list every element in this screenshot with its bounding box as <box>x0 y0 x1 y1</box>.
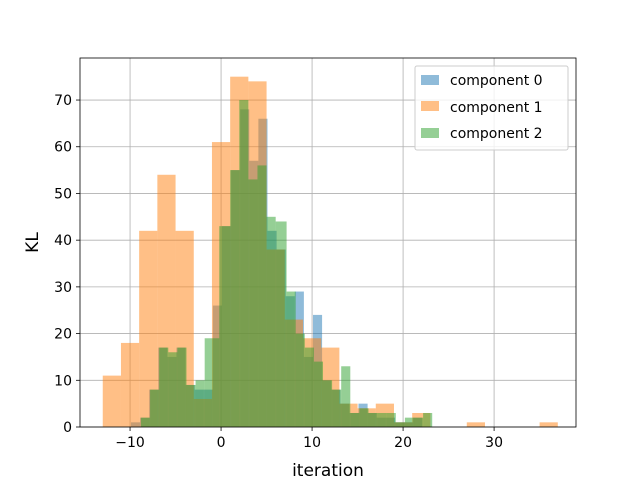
axis-ticks: −10 0 10 20 30 0 10 20 30 40 50 60 70 <box>54 93 503 451</box>
histogram-bar <box>177 347 187 427</box>
histogram-bar <box>204 338 220 427</box>
histogram-bar <box>275 221 287 427</box>
series-component-2 <box>140 100 433 428</box>
y-tick-label: 20 <box>54 327 72 343</box>
histogram-bar <box>295 333 305 427</box>
y-tick-label: 40 <box>54 233 72 249</box>
histogram-bar <box>139 230 158 427</box>
x-tick-label: 30 <box>485 435 503 451</box>
legend-box <box>414 65 569 151</box>
histogram-bar <box>377 412 387 427</box>
histogram-bar <box>248 179 258 427</box>
y-tick-label: 70 <box>54 93 72 109</box>
histogram-bar <box>150 389 160 427</box>
x-axis-label: iteration <box>292 461 364 480</box>
y-tick-label: 60 <box>54 140 72 156</box>
histogram-bar <box>186 384 196 427</box>
legend-entry-component-2: component 2 <box>450 126 543 142</box>
legend-swatch-component-0 <box>421 75 439 85</box>
histogram-bar <box>368 412 378 427</box>
histogram-bar <box>359 408 369 427</box>
histogram-bar <box>539 422 558 427</box>
plot-area-frame <box>79 57 577 428</box>
histogram-bar <box>332 389 342 427</box>
histogram-bar <box>257 165 267 428</box>
legend-entry-component-1: component 1 <box>450 100 543 116</box>
histogram-bar <box>423 412 433 427</box>
histogram-bar <box>350 412 360 427</box>
legend: component 0 component 1 component 2 <box>414 65 569 151</box>
histogram-bar <box>140 417 151 427</box>
y-tick-label: 50 <box>54 186 72 202</box>
y-tick-label: 10 <box>54 373 72 389</box>
legend-swatch-component-2 <box>421 128 439 138</box>
histogram-bar <box>159 347 169 427</box>
histogram-bar <box>120 342 140 427</box>
legend-swatch-component-1 <box>421 101 439 111</box>
histogram-bar <box>341 366 351 427</box>
x-tick-label: −10 <box>115 435 145 451</box>
histogram-bar <box>195 380 205 427</box>
histogram-bar <box>386 412 396 427</box>
histogram-bars <box>102 76 558 428</box>
x-tick-label: 20 <box>394 435 412 451</box>
histogram-bar <box>286 291 296 427</box>
x-tick-label: 10 <box>303 435 321 451</box>
histogram-bar <box>219 226 231 427</box>
histogram-bar <box>414 417 424 427</box>
y-axis-label: KL <box>23 232 43 253</box>
x-tick-label: 0 <box>217 435 226 451</box>
legend-entry-component-0: component 0 <box>450 73 543 89</box>
histogram-bar <box>102 375 121 427</box>
y-tick-label: 30 <box>54 280 72 296</box>
y-tick-label: 0 <box>63 420 72 436</box>
histogram-bar <box>266 216 276 427</box>
histogram-bar <box>322 380 333 427</box>
histogram-bar <box>230 170 240 428</box>
histogram-bar <box>395 422 405 427</box>
histogram-bar <box>239 100 249 428</box>
histogram-bar <box>304 347 314 427</box>
histogram-bar <box>313 361 323 427</box>
histogram-bar <box>466 422 485 427</box>
histogram-bar <box>404 417 415 427</box>
histogram-bar <box>168 352 178 427</box>
